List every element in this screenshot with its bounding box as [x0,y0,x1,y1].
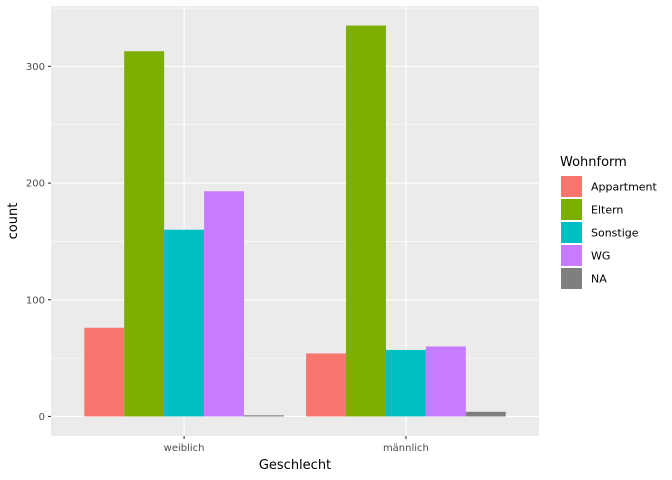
legend-swatch-na [561,268,582,289]
legend-label-appartment: Appartment [591,181,658,194]
legend-swatch-appartment [561,176,582,197]
bar-eltern [124,51,165,417]
bar-wg [204,191,244,417]
legend-swatch-wg [561,245,582,266]
legend-title: Wohnform [560,155,627,170]
y-tick-label: 0 [39,412,45,423]
bar-appartment [306,353,347,417]
bar-appartment [84,327,125,417]
x-axis: weiblich männlich [164,436,429,454]
y-tick-label: 300 [26,62,45,73]
legend: Wohnform Appartment Eltern Sonstige WG NA [560,155,658,289]
legend-label-wg: WG [591,250,610,263]
bar-sonstige [164,229,205,417]
bar-eltern [346,25,386,417]
legend-swatch-eltern [561,199,582,220]
bar-sonstige [385,349,426,417]
x-tick-label: männlich [383,443,429,454]
legend-label-sonstige: Sonstige [591,227,639,240]
legend-swatch-sonstige [561,222,582,243]
legend-label-na: NA [591,273,607,286]
bar-wg [425,346,466,417]
bar-na [465,411,506,417]
y-axis-title: count [6,203,21,240]
y-axis: 0 100 200 300 [26,62,51,423]
x-tick-label: weiblich [164,443,205,454]
x-axis-title: Geschlecht [259,458,331,473]
legend-items: Appartment Eltern Sonstige WG NA [561,176,658,289]
y-tick-label: 200 [26,179,45,190]
y-tick-label: 100 [26,295,45,306]
legend-label-eltern: Eltern [591,204,623,217]
bars [84,25,506,417]
bar-na [243,415,284,417]
